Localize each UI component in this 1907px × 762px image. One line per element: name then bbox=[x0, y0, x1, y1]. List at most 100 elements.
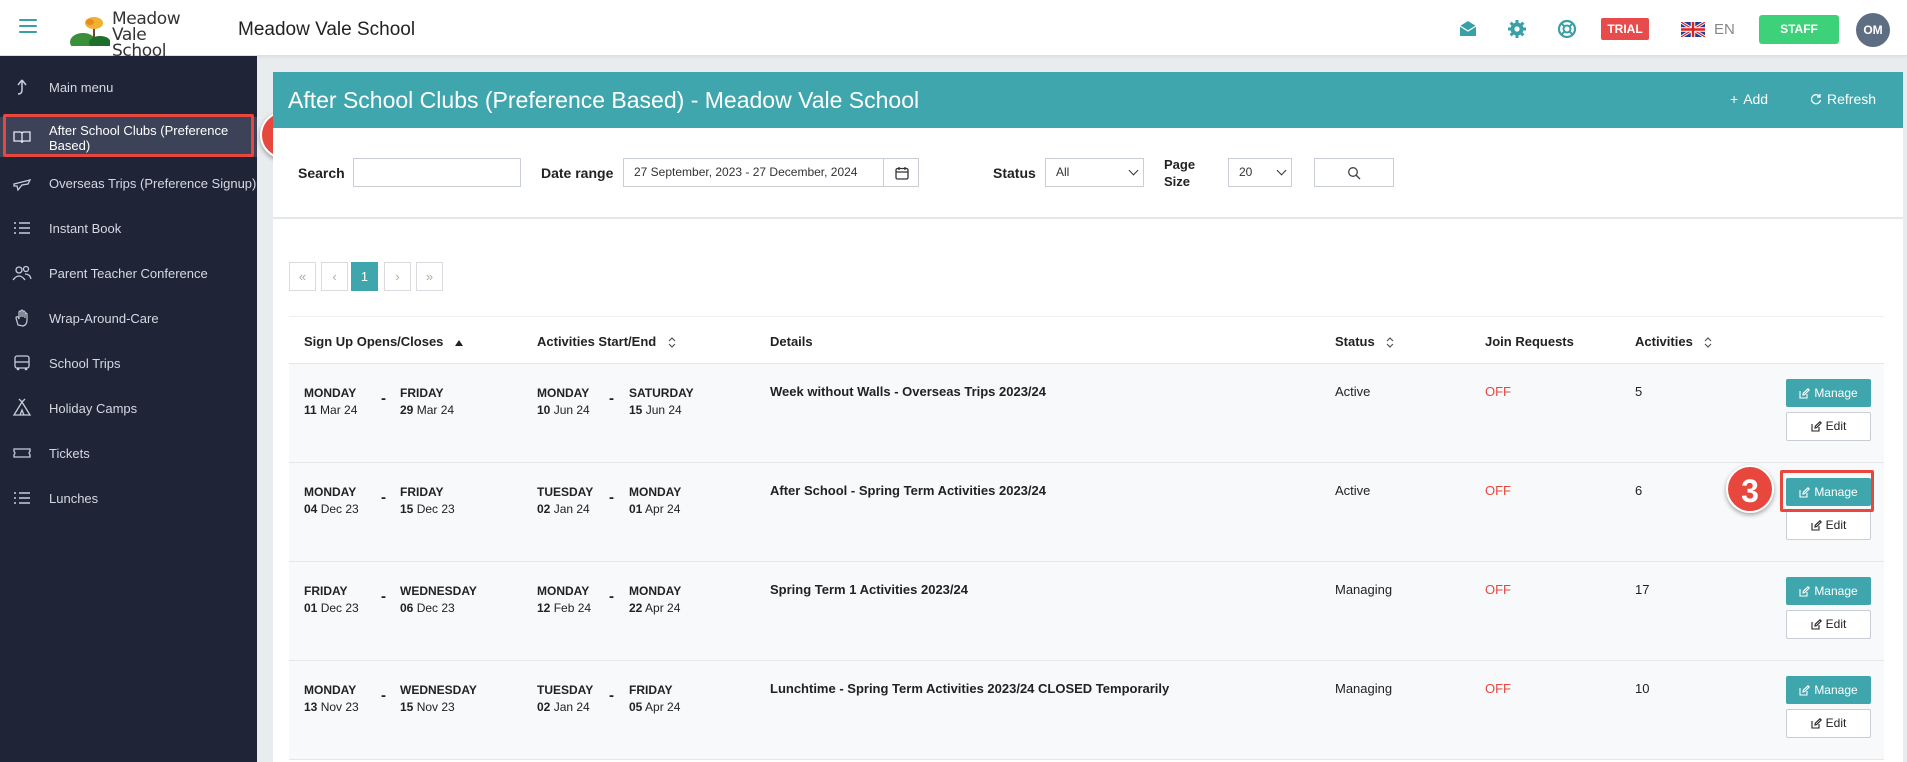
edit-button[interactable]: Edit bbox=[1786, 412, 1871, 441]
edit-icon bbox=[1811, 421, 1822, 432]
edit-icon bbox=[1811, 718, 1822, 729]
activity-end-date: SATURDAY 15 Jun 24 bbox=[629, 386, 694, 417]
search-label: Search bbox=[298, 165, 345, 181]
trial-badge: TRIAL bbox=[1601, 18, 1649, 40]
status-value: Active bbox=[1335, 483, 1371, 498]
signup-close-date: FRIDAY 29 Mar 24 bbox=[400, 386, 455, 417]
sidebar-item-label: Instant Book bbox=[49, 221, 122, 236]
hamburger-menu-icon[interactable] bbox=[19, 19, 37, 33]
club-details: After School - Spring Term Activities 20… bbox=[770, 483, 1046, 498]
edit-button[interactable]: Edit bbox=[1786, 709, 1871, 738]
calendar-icon bbox=[895, 167, 909, 180]
annotation-highlight-sidebar bbox=[3, 114, 254, 157]
sidebar-item-main-menu[interactable]: Main menu bbox=[0, 67, 257, 107]
date-separator: - bbox=[381, 390, 386, 407]
uk-flag-icon[interactable] bbox=[1681, 22, 1705, 37]
add-button[interactable]: + Add bbox=[1730, 91, 1769, 107]
sidebar-item-overseas-trips[interactable]: Overseas Trips (Preference Signup) bbox=[0, 163, 257, 203]
edit-icon bbox=[1799, 685, 1811, 696]
language-selector[interactable]: EN bbox=[1714, 21, 1735, 38]
tent-icon bbox=[12, 398, 32, 416]
manage-button[interactable]: Manage bbox=[1786, 478, 1871, 506]
sidebar-item-label: School Trips bbox=[49, 356, 121, 371]
page-title: After School Clubs (Preference Based) - … bbox=[288, 87, 920, 113]
search-input[interactable] bbox=[353, 158, 521, 187]
date-separator: - bbox=[609, 390, 614, 407]
header-signup[interactable]: Sign Up Opens/Closes bbox=[304, 334, 464, 349]
activities-count: 10 bbox=[1635, 681, 1650, 696]
join-requests-value: OFF bbox=[1485, 681, 1511, 696]
sort-asc-icon bbox=[455, 339, 464, 346]
join-requests-value: OFF bbox=[1485, 483, 1511, 498]
table-row: MONDAY 11 Mar 24- FRIDAY 29 Mar 24 MONDAY 10 … bbox=[289, 364, 1884, 463]
edit-icon bbox=[1811, 619, 1822, 630]
edit-button[interactable]: Edit bbox=[1786, 610, 1871, 639]
activities-count: 17 bbox=[1635, 582, 1650, 597]
sort-icon bbox=[1705, 337, 1712, 348]
date-separator: - bbox=[381, 588, 386, 605]
page-size-select[interactable]: 20 bbox=[1228, 158, 1292, 187]
user-avatar[interactable]: OM bbox=[1856, 13, 1890, 47]
sidebar-item-label: Overseas Trips (Preference Signup) bbox=[49, 176, 257, 191]
annotation-step-3: 3 bbox=[1726, 465, 1774, 513]
pager-page-1[interactable]: 1 bbox=[351, 262, 378, 291]
table-row: FRIDAY 01 Dec 23- WEDNESDAY 06 Dec 23 MONDAY… bbox=[289, 562, 1884, 661]
status-value: Managing bbox=[1335, 681, 1393, 696]
panel-header: After School Clubs (Preference Based) - … bbox=[273, 72, 1903, 128]
sidebar-item-after-school-clubs[interactable]: After School Clubs (Preference Based) bbox=[0, 117, 257, 157]
sidebar-item-label: Tickets bbox=[49, 446, 90, 461]
activities-count: 6 bbox=[1635, 483, 1643, 498]
header-join-requests: Join Requests bbox=[1485, 334, 1574, 349]
date-separator: - bbox=[609, 588, 614, 605]
mail-icon[interactable] bbox=[1458, 19, 1478, 39]
edit-icon bbox=[1799, 388, 1811, 399]
sidebar-item-parent-teacher-conference[interactable]: Parent Teacher Conference bbox=[0, 253, 257, 293]
bus-icon bbox=[14, 355, 30, 371]
manage-button[interactable]: Manage bbox=[1786, 379, 1871, 407]
staff-button[interactable]: STAFF bbox=[1759, 15, 1839, 44]
activity-end-date: FRIDAY 05 Apr 24 bbox=[629, 683, 681, 714]
club-details: Spring Term 1 Activities 2023/24 bbox=[770, 582, 968, 597]
refresh-button[interactable]: Refresh bbox=[1810, 91, 1876, 107]
sort-icon bbox=[1386, 337, 1394, 348]
sort-icon bbox=[668, 337, 676, 348]
status-label: Status bbox=[993, 165, 1036, 181]
manage-button[interactable]: Manage bbox=[1786, 676, 1871, 704]
sidebar-item-lunches[interactable]: Lunches bbox=[0, 478, 257, 518]
pager-first[interactable]: « bbox=[289, 262, 316, 291]
pager-next[interactable]: › bbox=[384, 262, 411, 291]
date-separator: - bbox=[609, 687, 614, 704]
school-logo[interactable]: Meadow Vale School bbox=[68, 10, 198, 60]
calendar-button[interactable] bbox=[883, 158, 919, 187]
list-icon bbox=[14, 492, 30, 504]
status-select[interactable]: All bbox=[1045, 158, 1144, 187]
date-separator: - bbox=[609, 489, 614, 506]
header-activities-dates[interactable]: Activities Start/End bbox=[537, 334, 676, 349]
sidebar-item-label: Wrap-Around-Care bbox=[49, 311, 159, 326]
pager-prev[interactable]: ‹ bbox=[321, 262, 348, 291]
school-name: Meadow Vale School bbox=[238, 19, 416, 40]
sidebar-item-instant-book[interactable]: Instant Book bbox=[0, 208, 257, 248]
filter-bar: Search Date range 27 September, 2023 - 2… bbox=[273, 128, 1903, 219]
sidebar-item-holiday-camps[interactable]: Holiday Camps bbox=[0, 388, 257, 428]
annotation-highlight-manage bbox=[1780, 470, 1874, 512]
signup-open-date: MONDAY 13 Nov 23 bbox=[304, 683, 359, 714]
header-status[interactable]: Status bbox=[1335, 334, 1394, 349]
sidebar-item-school-trips[interactable]: School Trips bbox=[0, 343, 257, 383]
sidebar-item-wrap-around-care[interactable]: Wrap-Around-Care bbox=[0, 298, 257, 338]
edit-icon bbox=[1811, 520, 1822, 531]
lifebuoy-icon[interactable] bbox=[1557, 19, 1577, 39]
search-button[interactable] bbox=[1314, 158, 1394, 187]
header-activities[interactable]: Activities bbox=[1635, 334, 1712, 349]
manage-button[interactable]: Manage bbox=[1786, 577, 1871, 605]
sidebar: Main menu After School Clubs (Preference… bbox=[0, 56, 257, 762]
date-range-input[interactable]: 27 September, 2023 - 27 December, 2024 bbox=[623, 158, 884, 187]
pager-last[interactable]: » bbox=[416, 262, 443, 291]
header-details: Details bbox=[770, 334, 813, 349]
sidebar-item-tickets[interactable]: Tickets bbox=[0, 433, 257, 473]
edit-button[interactable]: Edit bbox=[1786, 511, 1871, 540]
signup-open-date: FRIDAY 01 Dec 23 bbox=[304, 584, 359, 615]
gear-icon[interactable] bbox=[1507, 19, 1527, 39]
activity-end-date: MONDAY 22 Apr 24 bbox=[629, 584, 682, 615]
activities-count: 5 bbox=[1635, 384, 1643, 399]
